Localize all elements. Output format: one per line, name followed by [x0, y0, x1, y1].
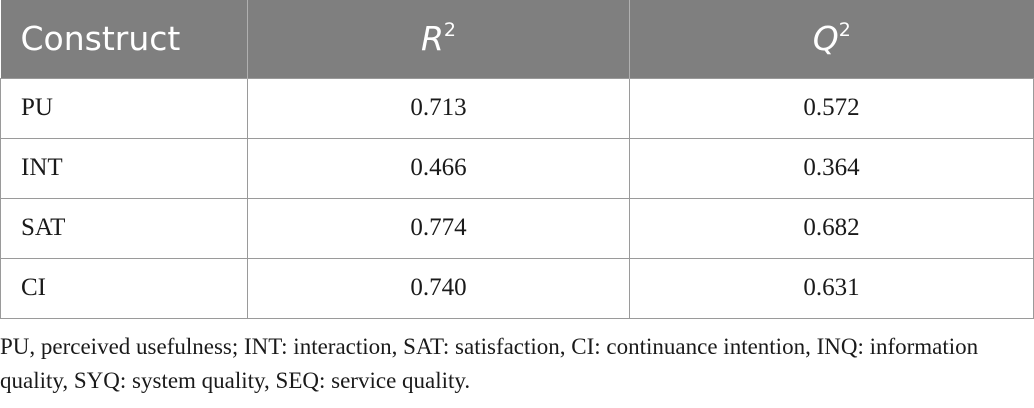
construct-cell: PU [0, 77, 248, 139]
r-squared-cell: 0.740 [247, 257, 630, 319]
table-header: Construct R2 Q2 [0, 0, 1034, 78]
header-r-superscript: 2 [443, 19, 457, 42]
table-row: INT 0.466 0.364 [0, 137, 1034, 199]
table-row: CI 0.740 0.631 [0, 257, 1034, 319]
construct-cell: INT [0, 137, 248, 199]
header-r-squared: R2 [247, 0, 630, 78]
header-row: Construct R2 Q2 [0, 0, 1034, 78]
r-squared-cell: 0.774 [247, 197, 630, 259]
table-row: SAT 0.774 0.682 [0, 197, 1034, 259]
table-footnote: PU, perceived usefulness; INT: interacti… [0, 334, 979, 393]
q-squared-cell: 0.572 [629, 77, 1034, 139]
table-body: PU 0.713 0.572 INT 0.466 0.364 SAT 0.774… [0, 77, 1034, 319]
header-r-label: R [420, 19, 444, 59]
q-squared-cell: 0.364 [629, 137, 1034, 199]
r-squared-cell: 0.713 [247, 77, 630, 139]
table-container: Construct R2 Q2 PU 0.713 0.572 INT 0.466… [0, 0, 1034, 319]
r-squared-cell: 0.466 [247, 137, 630, 199]
q-squared-cell: 0.631 [629, 257, 1034, 319]
construct-cell: SAT [0, 197, 248, 259]
results-table: Construct R2 Q2 PU 0.713 0.572 INT 0.466… [0, 0, 1034, 319]
header-construct: Construct [0, 0, 248, 78]
header-q-squared: Q2 [630, 0, 1034, 78]
q-squared-cell: 0.682 [629, 197, 1034, 259]
header-q-superscript: 2 [838, 19, 851, 42]
table-row: PU 0.713 0.572 [0, 77, 1034, 139]
header-q-label: Q [812, 19, 839, 59]
header-construct-label: Construct [20, 19, 181, 59]
construct-cell: CI [0, 257, 248, 319]
